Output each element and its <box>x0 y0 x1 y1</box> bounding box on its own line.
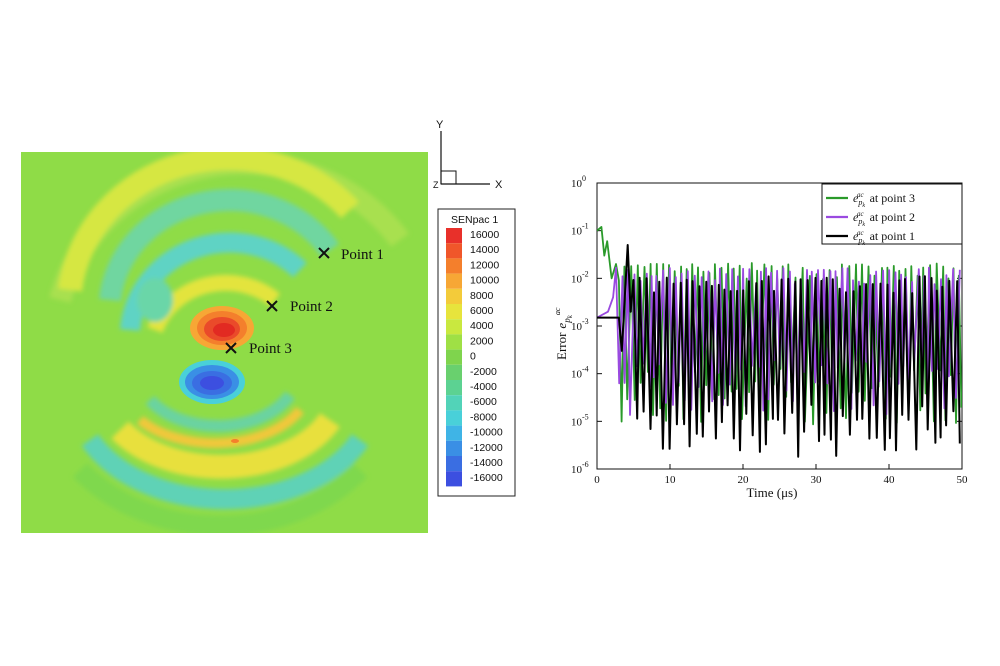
legend-label: epkac at point 1 <box>853 229 915 247</box>
colorbar-level-label: -12000 <box>470 442 503 454</box>
x-tick-label: 0 <box>594 474 600 486</box>
x-axis-ticks: 0 10 20 30 40 50 <box>594 464 968 486</box>
colorbar-level-label: -14000 <box>470 457 503 469</box>
colorbar-swatch <box>446 456 462 472</box>
y-tick-label: 10-1 <box>571 222 589 238</box>
colorbar-swatch <box>446 273 462 289</box>
series-line <box>597 244 961 458</box>
colorbar-level-label: 0 <box>470 351 476 363</box>
cross-icon <box>266 300 278 312</box>
colorbar-swatch <box>446 288 462 304</box>
x-tick-label: 10 <box>665 474 677 486</box>
colorbar-level-label: 12000 <box>470 259 499 271</box>
y-axis-symbol: e <box>554 323 569 329</box>
colorbar-swatch <box>446 243 462 259</box>
colorbar-level-label: 10000 <box>470 275 499 287</box>
colorbar-swatch <box>446 395 462 411</box>
legend-label: epkac at point 3 <box>853 191 915 209</box>
negative-lobe <box>179 360 245 404</box>
contour-rings <box>49 152 409 533</box>
y-axis-sub: p <box>562 318 572 324</box>
z-axis-letter: Z <box>433 180 439 190</box>
colorbar-level-label: -2000 <box>470 366 497 378</box>
colorbar-title: SENpac 1 <box>451 214 498 226</box>
y-tick-label: 100 <box>571 174 586 190</box>
colorbar-legend: SENpac 1 16000 14000 12000 10000 8000 6000 400… <box>437 208 516 497</box>
legend-label: epkac at point 2 <box>853 210 915 228</box>
x-tick-label: 30 <box>811 474 823 486</box>
colorbar-level-label: 14000 <box>470 244 499 256</box>
colorbar-swatch <box>446 471 462 487</box>
positive-lobe <box>190 306 254 350</box>
y-tick-label: 10-6 <box>571 460 589 476</box>
colorbar-swatch <box>446 319 462 335</box>
point-label: Point 3 <box>249 341 292 357</box>
point-label: Point 2 <box>290 299 333 315</box>
colorbar-swatch <box>446 364 462 380</box>
probe-point-3: Point 3 <box>225 341 292 357</box>
x-axis-title: Time (μs) <box>747 485 798 500</box>
y-tick-label: 10-3 <box>571 317 589 333</box>
x-axis-letter: X <box>495 179 503 191</box>
colorbar-swatch <box>446 440 462 456</box>
colorbar-swatch <box>446 228 462 244</box>
y-axis-title: Error epkac <box>553 307 574 360</box>
colorbar-level-label: 8000 <box>470 290 494 302</box>
y-tick-label: 10-4 <box>571 365 589 381</box>
y-axis-title-text: Error <box>554 332 569 360</box>
probe-point-2: Point 2 <box>266 299 333 315</box>
small-red-spot <box>231 439 239 443</box>
colorbar-level-label: -6000 <box>470 396 497 408</box>
axis-triad: Y X Z <box>433 119 503 191</box>
colorbar-level-label: 16000 <box>470 229 499 241</box>
cross-icon <box>318 247 330 259</box>
y-tick-label: 10-5 <box>571 412 589 428</box>
contour-map <box>21 152 428 533</box>
colorbar-level-label: 4000 <box>470 320 494 332</box>
x-tick-label: 20 <box>738 474 750 486</box>
point-label: Point 1 <box>341 247 384 263</box>
x-tick-label: 40 <box>884 474 896 486</box>
colorbar-level-label: -4000 <box>470 381 497 393</box>
y-axis-letter: Y <box>436 119 444 131</box>
y-tick-label: 10-2 <box>571 269 589 285</box>
legend-box <box>821 183 963 245</box>
colorbar-swatch <box>446 380 462 396</box>
colorbar-level-label: 2000 <box>470 335 494 347</box>
colorbar-swatch <box>446 334 462 350</box>
svg-text:Errorepkac: Error epkac <box>553 307 574 360</box>
colorbar-level-label: -8000 <box>470 411 497 423</box>
probe-point-1: Point 1 <box>318 247 384 263</box>
colorbar-swatch <box>446 304 462 320</box>
x-tick-label: 50 <box>957 474 969 486</box>
colorbar-swatches: 16000 14000 12000 10000 8000 6000 4000 2000 0 -20… <box>446 228 503 487</box>
colorbar-level-label: -16000 <box>470 472 503 484</box>
y-axis-ticks: 100 10-1 10-2 10-3 10-4 10-5 10-6 <box>571 174 962 476</box>
colorbar-swatch <box>446 425 462 441</box>
cross-icon <box>225 342 237 354</box>
colorbar-swatch <box>446 410 462 426</box>
colorbar-swatch <box>446 349 462 365</box>
colorbar-level-label: 6000 <box>470 305 494 317</box>
colorbar-level-label: -10000 <box>470 427 503 439</box>
series-layer <box>597 226 962 458</box>
colorbar-swatch <box>446 258 462 274</box>
y-axis-subsub: k <box>566 314 574 318</box>
y-axis-sup: ac <box>553 307 562 315</box>
